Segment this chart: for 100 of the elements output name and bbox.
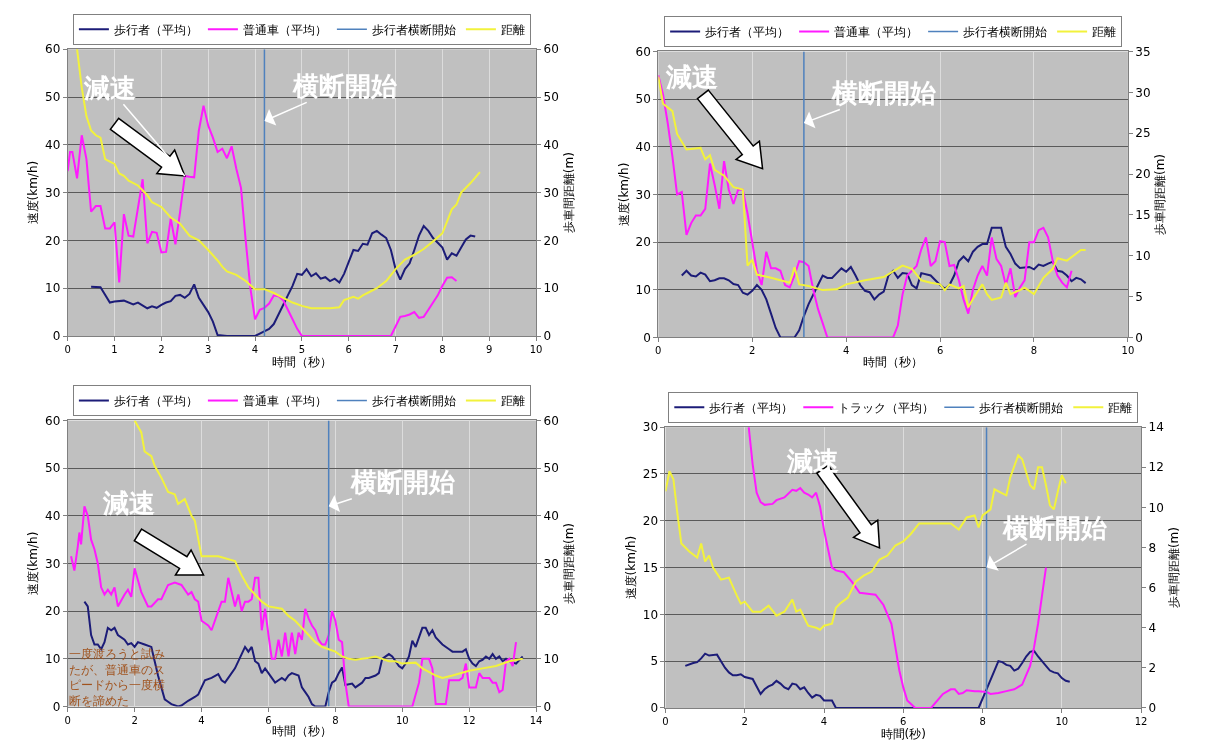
annotation: 横断開始 [350,467,455,497]
y-axis-title: 速度(km/h) [624,535,639,600]
y-tick-label: 50 [45,461,61,476]
y2-tick-label: 0 [1148,701,1157,716]
x-tick-label: 10 [1121,345,1135,357]
annotation: 横断開始 [1002,513,1107,543]
y2-tick-label: 50 [543,461,559,476]
y-tick-label: 30 [635,187,651,202]
x-tick-label: 6 [936,345,944,357]
y2-tick-label: 10 [1148,500,1164,515]
x-axis-title: 時間(秒) [880,726,926,741]
legend-label: 歩行者（平均） [705,25,790,40]
x-tick-label: 10 [395,714,409,726]
y2-tick-label: 20 [1135,167,1151,182]
x-tick-label: 4 [820,715,828,727]
legend-label: 歩行者横断開始 [963,25,1048,40]
legend-label: 歩行者（平均） [709,400,794,415]
y-tick-label: 15 [642,560,659,575]
y-tick-label: 30 [45,185,61,200]
x-tick-label: 0 [64,344,71,355]
x-tick-label: 9 [486,344,493,355]
x-tick-label: 10 [529,344,543,355]
line-series [67,104,458,336]
x-axis-title: 時間（秒） [863,355,924,370]
legend-label: 距離 [500,394,525,409]
y2-tick-label: 2 [1148,661,1157,676]
annotation: 横断開始 [292,71,397,101]
x-tick-label: 2 [158,344,165,355]
x-tick-label: 8 [1030,345,1038,357]
y-tick-label: 30 [642,420,659,435]
y2-tick-label: 30 [1135,85,1151,100]
y2-axis-title: 歩車間距離(m) [561,152,576,234]
x-tick-label: 1 [111,344,118,355]
y2-tick-label: 50 [543,90,559,105]
x-tick-label: 8 [332,714,339,726]
legend-label: 距離 [500,22,525,37]
y2-tick-label: 60 [543,42,559,57]
y-tick-label: 0 [52,329,61,344]
y2-tick-label: 6 [1148,580,1157,595]
x-tick-label: 2 [749,345,756,357]
y2-tick-label: 20 [543,233,559,248]
legend-label: 距離 [1092,25,1117,40]
x-axis-title: 時間（秒） [271,355,332,369]
y-tick-label: 5 [650,654,659,669]
y-tick-label: 60 [45,42,61,57]
x-tick-label: 3 [205,344,212,355]
y-tick-label: 10 [45,652,61,667]
x-tick-label: 0 [662,715,669,727]
y-tick-label: 10 [45,281,61,296]
y-tick-label: 50 [635,92,651,107]
y2-tick-label: 0 [543,699,552,714]
annotation: 減速 [102,488,155,518]
y-tick-label: 20 [635,235,651,250]
y2-tick-label: 10 [1135,248,1151,263]
y2-axis-title: 歩車間距離(m) [561,522,576,605]
x-tick-label: 6 [900,715,907,727]
y2-tick-label: 8 [1148,540,1157,555]
y2-tick-label: 30 [543,185,559,200]
x-tick-label: 2 [131,714,138,726]
y-tick-label: 30 [45,556,61,571]
y2-tick-label: 14 [1148,420,1164,435]
legend-label: 普通車（平均） [242,22,327,37]
y-axis-title: 速度(km/h) [616,162,631,227]
legend-label: 歩行者（平均） [113,394,198,409]
line-series [90,225,477,336]
y-tick-label: 20 [45,604,61,619]
y-tick-label: 50 [45,90,61,105]
y-tick-label: 0 [643,330,651,345]
y2-tick-label: 12 [1148,460,1164,475]
y2-tick-label: 25 [1135,126,1151,141]
x-tick-label: 8 [439,344,446,355]
x-tick-label: 2 [741,715,748,727]
y-tick-label: 25 [642,467,659,482]
x-axis-title: 時間（秒） [271,724,332,739]
line-series [684,649,1071,708]
x-tick-label: 5 [298,344,306,355]
y2-axis-title: 歩車間距離(m) [1166,527,1181,609]
line-series [76,49,481,310]
legend-label: 距離 [1108,400,1133,415]
annotation: 減速 [665,62,718,92]
y-tick-label: 60 [635,44,651,59]
x-tick-label: 4 [198,714,205,726]
y2-axis-title: 歩車間距離(m) [1153,153,1168,235]
y-axis-title: 速度(km/h) [26,531,41,596]
legend-label: 普通車（平均） [834,25,919,40]
y-tick-label: 10 [635,283,651,298]
y-tick-label: 20 [642,513,659,528]
y2-tick-label: 20 [543,604,559,619]
x-tick-label: 0 [64,714,71,726]
x-tick-label: 6 [265,714,272,726]
legend-label: 歩行者横断開始 [371,394,456,409]
line-series [680,226,1087,338]
y-tick-label: 20 [45,233,61,248]
x-tick-label: 4 [842,345,850,357]
y2-tick-label: 5 [1135,289,1143,304]
y2-tick-label: 0 [1135,330,1143,345]
y2-tick-label: 35 [1135,44,1151,59]
y2-tick-label: 40 [543,509,559,524]
y-tick-label: 40 [635,140,651,154]
y2-tick-label: 30 [543,556,559,571]
